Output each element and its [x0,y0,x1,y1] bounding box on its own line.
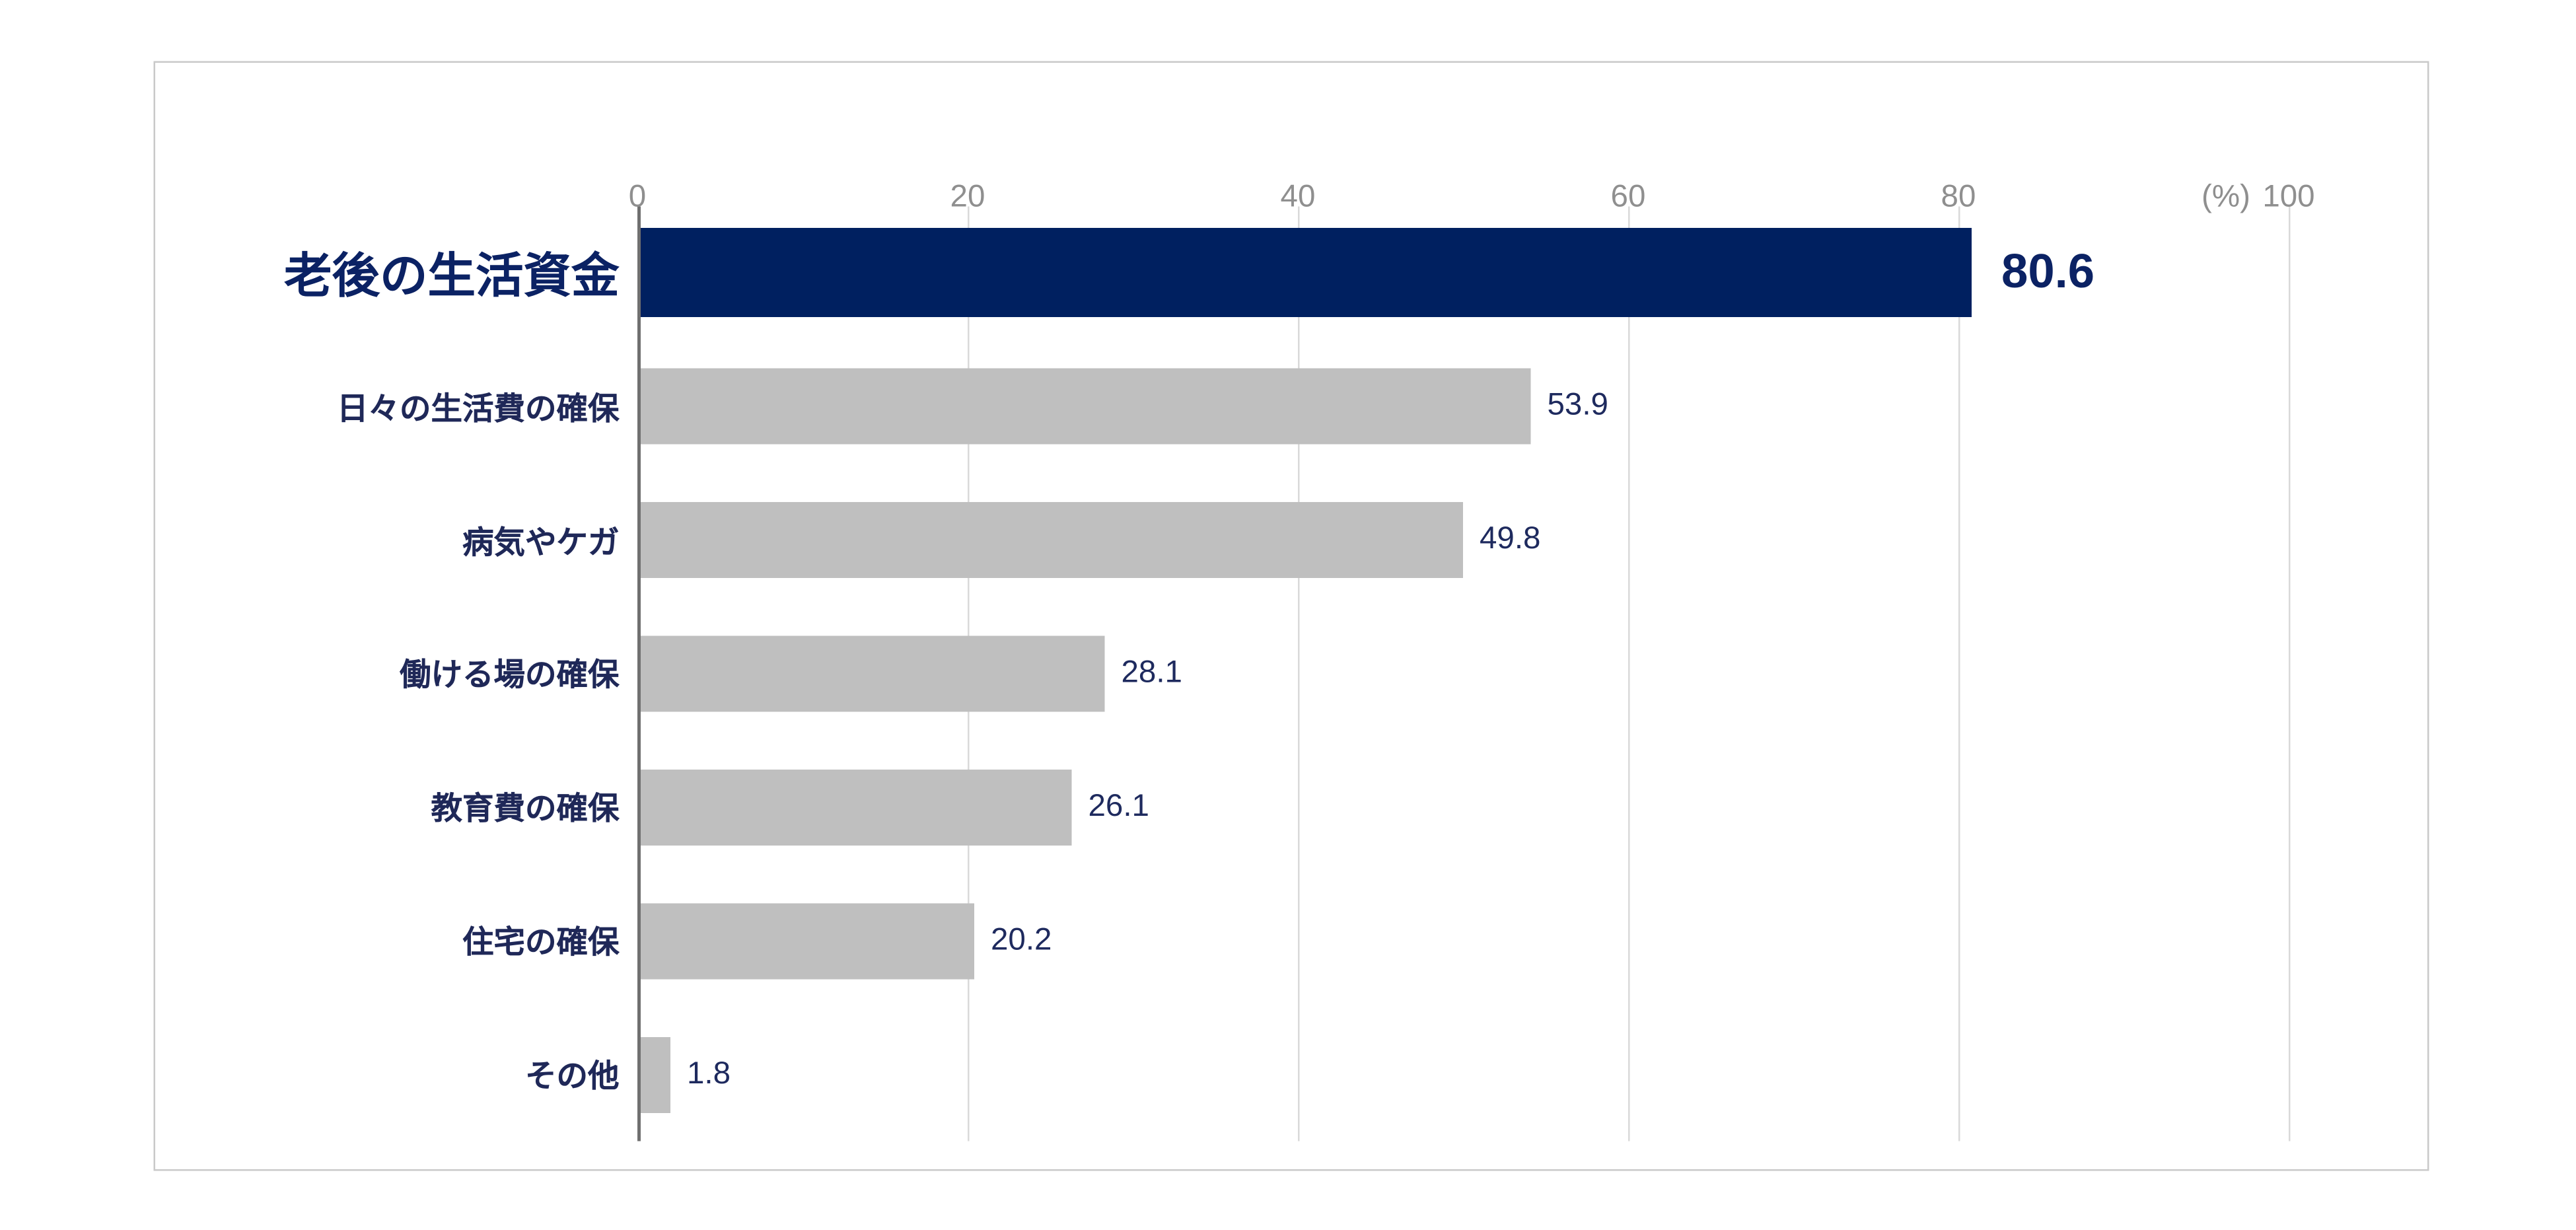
gridline-60 [1628,206,1630,1141]
x-axis-tick-40: 40 [1280,180,1316,215]
value-label-0: 80.6 [2001,246,2095,299]
chart-frame: (%) 0 20 40 60 80 100 老後の生活資金日々の生活費の確保病気やケガ働け… [153,61,2429,1171]
gridline-80 [1958,206,1960,1141]
value-label-4: 26.1 [1088,789,1149,824]
bar-3 [639,635,1104,712]
category-label-0: 老後の生活資金 [283,252,620,305]
category-label-4: 教育費の確保 [431,793,620,828]
bar-0 [639,229,1971,318]
value-label-6: 1.8 [687,1056,731,1091]
y-axis-line [637,206,640,1141]
value-label-1: 53.9 [1547,388,1608,423]
x-axis-tick-0: 0 [628,180,647,215]
bar-2 [639,502,1462,579]
x-axis-tick-60: 60 [1610,180,1646,215]
gridline-40 [1298,206,1300,1141]
value-label-5: 20.2 [991,922,1052,958]
category-label-5: 住宅の確保 [462,927,620,962]
category-label-3: 働ける場の確保 [399,659,620,695]
value-label-2: 49.8 [1480,522,1541,557]
x-axis-tick-100: 100 [2262,180,2315,215]
plot-area [637,206,2291,1141]
x-axis-tick-80: 80 [1941,180,1976,215]
bar-1 [639,369,1530,445]
x-axis-tick-20: 20 [950,180,985,215]
category-label-6: その他 [524,1060,620,1095]
bar-4 [639,769,1071,846]
gridline-100 [2289,206,2291,1141]
category-label-1: 日々の生活費の確保 [336,392,620,427]
bar-6 [639,1036,670,1112]
axis-unit-label: (%) [2201,180,2250,215]
bar-5 [639,902,974,979]
value-label-3: 28.1 [1121,655,1182,690]
category-label-2: 病気やケガ [462,526,620,561]
